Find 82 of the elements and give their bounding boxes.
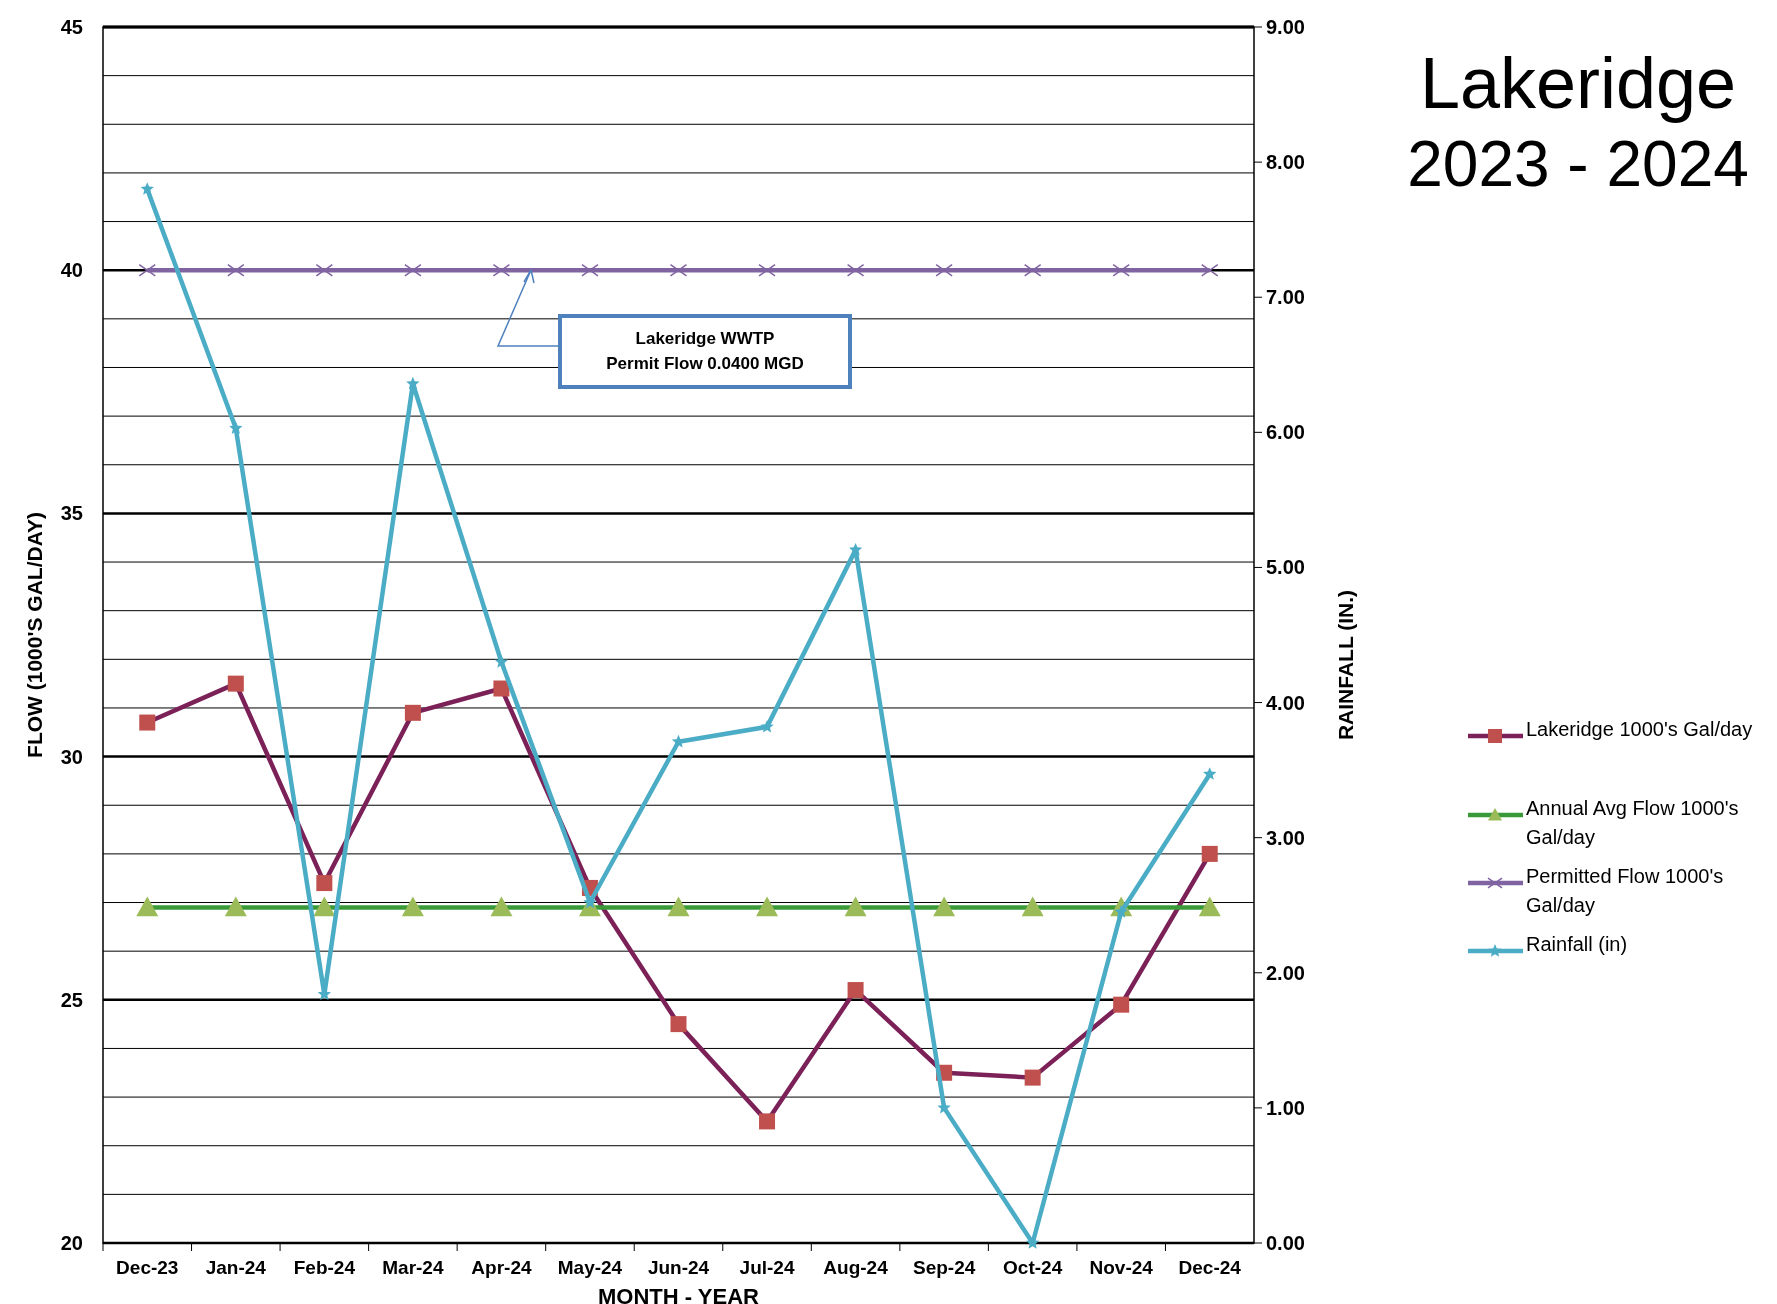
point xyxy=(404,704,421,721)
point xyxy=(229,421,243,434)
y2-tick-label: 0.00 xyxy=(1266,1232,1305,1254)
point xyxy=(1200,263,1219,277)
point xyxy=(758,263,776,277)
point xyxy=(933,896,956,917)
y-tick-label: 25 xyxy=(60,988,83,1011)
point xyxy=(669,263,688,277)
x-tick-label: Oct-24 xyxy=(1003,1257,1063,1278)
point xyxy=(670,1016,687,1033)
point xyxy=(848,542,863,556)
point xyxy=(1113,996,1130,1013)
point xyxy=(1112,263,1130,277)
point xyxy=(846,263,865,277)
point xyxy=(136,896,159,917)
y2-tick-label: 5.00 xyxy=(1266,556,1305,579)
y-tick-label: 40 xyxy=(60,259,83,282)
point xyxy=(581,263,599,277)
x-tick-label: Dec-24 xyxy=(1178,1257,1242,1278)
point xyxy=(1203,767,1217,780)
point xyxy=(316,875,333,892)
point xyxy=(404,263,422,277)
y-tick-label: 45 xyxy=(60,16,83,38)
text: Lakeridge xyxy=(1419,43,1737,123)
point xyxy=(1023,263,1042,277)
legend-label: Permitted Flow 1000's Gal/day xyxy=(1526,865,1724,916)
x-tick-label: Aug-24 xyxy=(823,1257,889,1278)
point xyxy=(139,714,156,731)
y2-tick-label: 3.00 xyxy=(1266,826,1305,849)
x-tick-label: Apr-24 xyxy=(471,1257,532,1278)
point xyxy=(138,263,157,277)
point xyxy=(492,263,511,277)
point xyxy=(667,896,690,917)
point xyxy=(227,675,244,692)
point xyxy=(583,895,597,909)
x-axis-title: MONTH - YEAR xyxy=(598,1284,760,1304)
y2-tick-label: 9.00 xyxy=(1266,16,1305,38)
x-tick-label: Jan-24 xyxy=(205,1257,267,1278)
y2-axis-title: RAINFALL (IN.) xyxy=(1334,589,1357,741)
y2-tick-label: 6.00 xyxy=(1266,421,1305,444)
y2-tick-label: 1.00 xyxy=(1266,1096,1305,1119)
point xyxy=(1021,896,1044,917)
legend-label: Rainfall (in) xyxy=(1526,933,1628,955)
point xyxy=(756,896,779,917)
annotation: Lakeridge WWTP Permit Flow 0.0400 MGD xyxy=(606,329,804,373)
point xyxy=(847,982,864,999)
point xyxy=(1024,1069,1041,1086)
point xyxy=(401,896,424,917)
point xyxy=(494,655,509,668)
y2-tick-label: 7.00 xyxy=(1266,286,1305,309)
point xyxy=(406,376,420,390)
point xyxy=(227,263,245,277)
y-tick-label: 20 xyxy=(60,1232,83,1254)
text: 2023 - 2024 xyxy=(1407,128,1749,200)
y2-tick-label: 8.00 xyxy=(1266,151,1305,174)
y2-tick-label: 2.00 xyxy=(1266,961,1305,984)
y2-tick-label: 4.00 xyxy=(1266,691,1305,714)
y-tick-label: 30 xyxy=(60,745,83,768)
point xyxy=(760,719,774,733)
x-tick-label: Jun-24 xyxy=(647,1257,710,1278)
point xyxy=(140,182,154,195)
x-tick-label: Mar-24 xyxy=(382,1257,444,1278)
point xyxy=(490,896,513,917)
point xyxy=(759,1113,776,1130)
x-tick-label: Jul-24 xyxy=(739,1257,795,1278)
x-tick-label: Sep-24 xyxy=(912,1257,976,1278)
x-tick-label: Feb-24 xyxy=(293,1257,356,1278)
point xyxy=(1198,896,1221,917)
legend-label: Lakeridge 1000's Gal/day xyxy=(1526,718,1753,740)
legend-label: Annual Avg Flow 1000's Gal/day xyxy=(1526,797,1739,848)
x-tick-label: Dec-23 xyxy=(116,1257,179,1278)
x-tick-label: Nov-24 xyxy=(1089,1257,1154,1278)
y-tick-label: 35 xyxy=(60,502,83,525)
y-axis-title: FLOW (1000'S GAL/DAY) xyxy=(23,512,46,758)
point xyxy=(224,896,247,917)
point xyxy=(844,896,867,917)
point xyxy=(313,896,336,917)
point xyxy=(935,263,953,277)
point xyxy=(1201,845,1218,862)
point xyxy=(315,263,334,277)
point xyxy=(493,680,510,697)
x-tick-label: May-24 xyxy=(557,1257,623,1278)
